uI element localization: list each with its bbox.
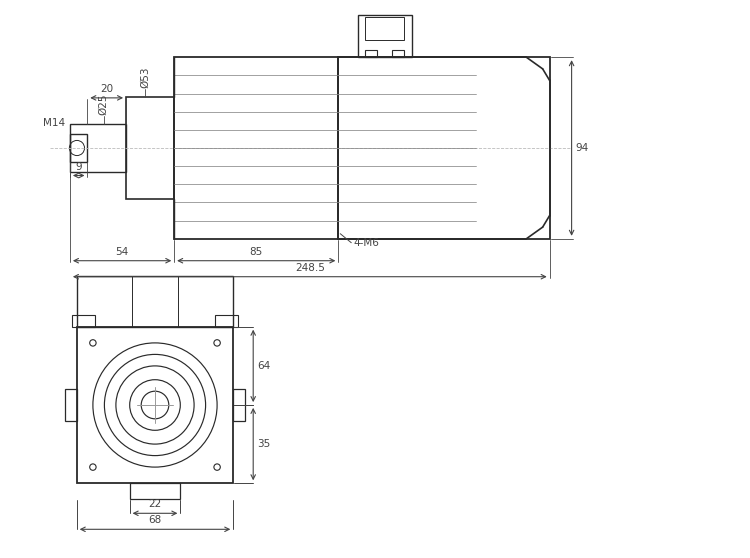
Bar [365, 17, 404, 40]
Text: 22: 22 [148, 499, 162, 509]
Bar [365, 50, 376, 57]
Bar [174, 57, 338, 239]
Bar [130, 483, 180, 499]
Bar [72, 315, 95, 327]
Text: 248.5: 248.5 [295, 263, 325, 273]
Text: 20: 20 [100, 84, 113, 94]
Text: 4-M6: 4-M6 [353, 238, 380, 248]
Bar [214, 315, 238, 327]
Text: 68: 68 [148, 515, 162, 525]
Text: Ø25: Ø25 [98, 93, 109, 115]
Bar [76, 276, 233, 327]
Text: 35: 35 [257, 439, 271, 449]
Text: 54: 54 [116, 247, 129, 257]
Bar [358, 15, 412, 57]
Text: 85: 85 [250, 247, 262, 257]
Text: M14: M14 [43, 118, 65, 128]
Text: 94: 94 [575, 143, 589, 153]
Bar [392, 50, 404, 57]
Bar [338, 57, 550, 239]
Bar [65, 389, 76, 421]
Bar [70, 124, 126, 172]
Text: 64: 64 [257, 361, 271, 371]
Bar [76, 327, 233, 483]
Text: 9: 9 [75, 161, 82, 171]
Bar [126, 97, 174, 199]
Text: Ø53: Ø53 [140, 66, 150, 88]
Bar [70, 134, 87, 161]
Bar [233, 389, 244, 421]
